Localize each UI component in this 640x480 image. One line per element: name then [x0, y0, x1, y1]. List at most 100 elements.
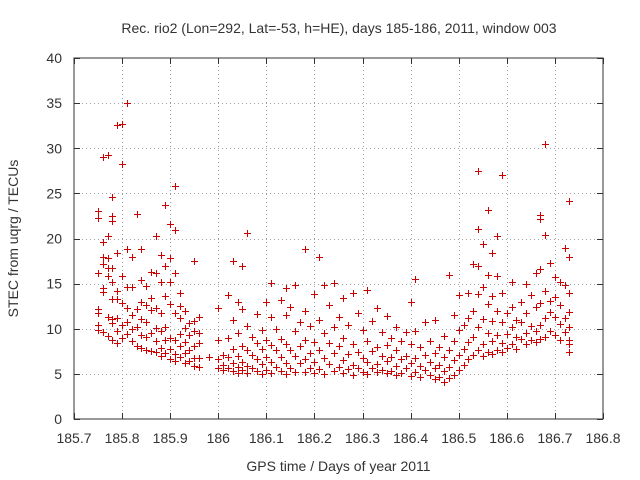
data-point	[129, 284, 136, 291]
data-point	[302, 246, 309, 253]
data-point	[475, 291, 482, 298]
data-point	[316, 347, 323, 354]
y-tick-label: 35	[46, 95, 62, 111]
data-point	[552, 332, 559, 339]
data-point	[191, 343, 198, 350]
data-point	[114, 315, 121, 322]
data-point	[557, 337, 564, 344]
data-point	[480, 353, 487, 360]
data-point	[533, 328, 540, 335]
data-point	[485, 272, 492, 279]
data-point	[513, 334, 520, 341]
x-tick-label: 185.7	[56, 430, 91, 446]
data-point	[249, 365, 256, 372]
data-point	[562, 245, 569, 252]
data-point	[513, 346, 520, 353]
data-point	[230, 317, 237, 324]
data-point	[95, 270, 102, 277]
data-point	[485, 330, 492, 337]
data-point	[456, 367, 463, 374]
data-point	[427, 338, 434, 345]
data-point	[441, 379, 448, 386]
data-point	[114, 296, 121, 303]
data-point	[499, 349, 506, 356]
data-point	[451, 357, 458, 364]
data-point	[278, 297, 285, 304]
data-point	[422, 319, 429, 326]
data-point	[105, 333, 112, 340]
data-point	[432, 317, 439, 324]
data-point	[167, 279, 174, 286]
data-point	[105, 233, 112, 240]
data-point	[105, 152, 112, 159]
x-axis-label: GPS time / Days of year 2011	[246, 458, 430, 474]
x-tick-label: 185.9	[153, 430, 188, 446]
data-point	[489, 338, 496, 345]
data-point	[283, 312, 290, 319]
data-point	[114, 340, 121, 347]
data-point	[124, 331, 131, 338]
data-point	[311, 291, 318, 298]
data-point	[547, 328, 554, 335]
data-point	[537, 300, 544, 307]
data-point	[307, 365, 314, 372]
data-point	[196, 364, 203, 371]
data-point	[148, 330, 155, 337]
data-point	[292, 282, 299, 289]
data-point	[350, 341, 357, 348]
data-point	[143, 347, 150, 354]
data-point	[129, 312, 136, 319]
data-point	[537, 216, 544, 223]
data-point	[109, 265, 116, 272]
data-point	[489, 293, 496, 300]
data-point	[297, 343, 304, 350]
data-point	[134, 211, 141, 218]
data-point	[533, 304, 540, 311]
data-point	[436, 362, 443, 369]
data-point	[456, 327, 463, 334]
y-tick-label: 25	[46, 185, 62, 201]
data-point	[182, 350, 189, 357]
data-point	[119, 335, 126, 342]
data-point	[316, 254, 323, 261]
data-point	[196, 355, 203, 362]
data-point	[129, 326, 136, 333]
data-point	[249, 334, 256, 341]
data-point	[235, 364, 242, 371]
data-point	[542, 232, 549, 239]
data-point	[475, 226, 482, 233]
data-point	[499, 290, 506, 297]
data-point	[489, 250, 496, 257]
data-point	[239, 306, 246, 313]
data-point	[369, 348, 376, 355]
data-point	[225, 354, 232, 361]
data-point	[191, 318, 198, 325]
data-point	[379, 353, 386, 360]
data-point	[268, 370, 275, 377]
data-point	[552, 294, 559, 301]
data-point	[215, 356, 222, 363]
data-point	[326, 340, 333, 347]
data-point	[374, 305, 381, 312]
y-tick-label: 30	[46, 140, 62, 156]
data-point	[393, 363, 400, 370]
data-point	[162, 337, 169, 344]
y-tick-label: 5	[54, 366, 62, 382]
data-point	[177, 331, 184, 338]
data-point	[109, 218, 116, 225]
data-point	[138, 316, 145, 323]
data-point	[566, 198, 573, 205]
data-point	[374, 369, 381, 376]
x-tick-label: 186.1	[249, 430, 284, 446]
data-point	[562, 315, 569, 322]
data-point	[379, 367, 386, 374]
data-point	[182, 325, 189, 332]
data-point	[158, 345, 165, 352]
data-point	[259, 327, 266, 334]
data-point	[124, 319, 131, 326]
data-point	[504, 310, 511, 317]
y-tick-labels: 0 5 10 15 20 25 30 35 40	[46, 50, 62, 427]
data-point	[369, 318, 376, 325]
data-point	[475, 324, 482, 331]
chart-title: Rec. rio2 (Lon=292, Lat=-53, h=HE), days…	[121, 20, 556, 36]
